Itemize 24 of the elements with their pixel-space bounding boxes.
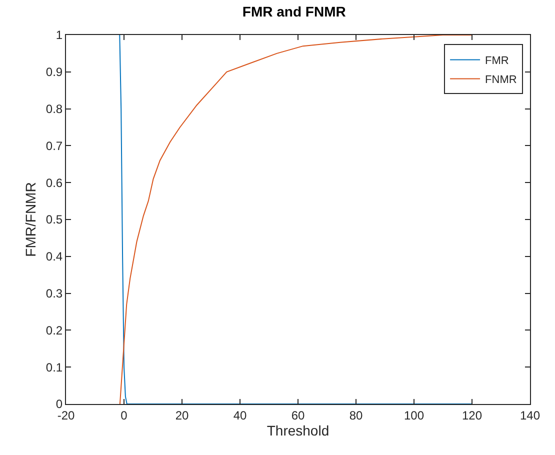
y-tick-label: 0.3 xyxy=(46,286,63,300)
x-tick-label: 140 xyxy=(520,408,540,422)
y-tick-label: 0.4 xyxy=(46,250,63,264)
y-tick-label: 1 xyxy=(56,28,63,42)
y-tick-label: 0.5 xyxy=(46,212,63,227)
y-tick-label: 0.2 xyxy=(46,323,63,338)
x-tick-label: 60 xyxy=(291,408,305,422)
x-tick-label: 100 xyxy=(404,408,424,422)
y-tick-label: 0.1 xyxy=(46,360,63,374)
y-tick-label: 0.9 xyxy=(46,65,63,80)
x-tick-label: 20 xyxy=(175,408,189,422)
legend-label: FNMR xyxy=(485,74,517,86)
x-tick-label: 0 xyxy=(120,408,128,422)
x-tick-label: 120 xyxy=(462,408,482,422)
y-axis-title: FMR/FNMR xyxy=(22,182,39,257)
x-axis-title: Threshold xyxy=(266,422,330,439)
x-tick-label: 40 xyxy=(233,408,247,422)
y-tick-label: 0.8 xyxy=(46,102,63,116)
legend-label: FMR xyxy=(485,55,509,68)
y-tick-label: 0.6 xyxy=(46,176,63,190)
line-series xyxy=(119,35,472,404)
y-tick-label: 0.7 xyxy=(46,138,63,153)
x-tick-label: 80 xyxy=(349,408,363,422)
chart-title: FMR and FNMR xyxy=(242,4,346,20)
